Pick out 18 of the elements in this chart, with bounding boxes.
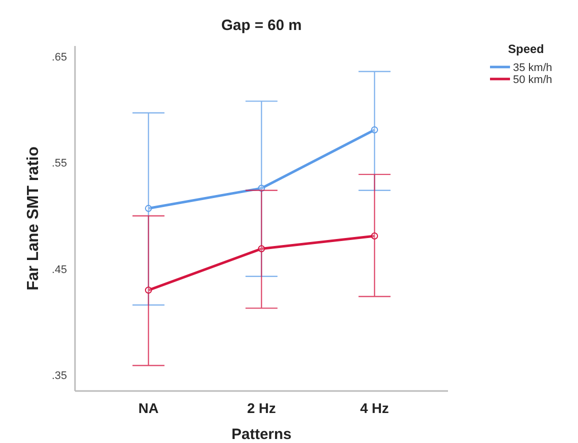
point bbox=[258, 245, 265, 252]
x-tick-label: 2 Hz bbox=[247, 400, 276, 416]
y-axis-title: Far Lane SMT ratio bbox=[25, 146, 42, 291]
point bbox=[144, 286, 152, 294]
y-tick-label: .65 bbox=[52, 51, 67, 64]
y-tick-label: .35 bbox=[52, 370, 67, 382]
point bbox=[371, 232, 378, 240]
y-tick-label: .55 bbox=[52, 158, 67, 170]
chart-title: Gap = 60 m bbox=[221, 17, 302, 34]
y-tick-label: .45 bbox=[52, 264, 67, 276]
x-tick-label: 4 Hz bbox=[360, 400, 389, 416]
x-axis-title: Patterns bbox=[231, 426, 292, 443]
legend-label: 35 km/h bbox=[513, 62, 552, 74]
point bbox=[371, 126, 378, 134]
x-tick-label: NA bbox=[138, 400, 159, 416]
point bbox=[144, 204, 152, 212]
legend-label: 50 km/h bbox=[513, 74, 552, 86]
legend-title: Speed bbox=[508, 42, 544, 56]
